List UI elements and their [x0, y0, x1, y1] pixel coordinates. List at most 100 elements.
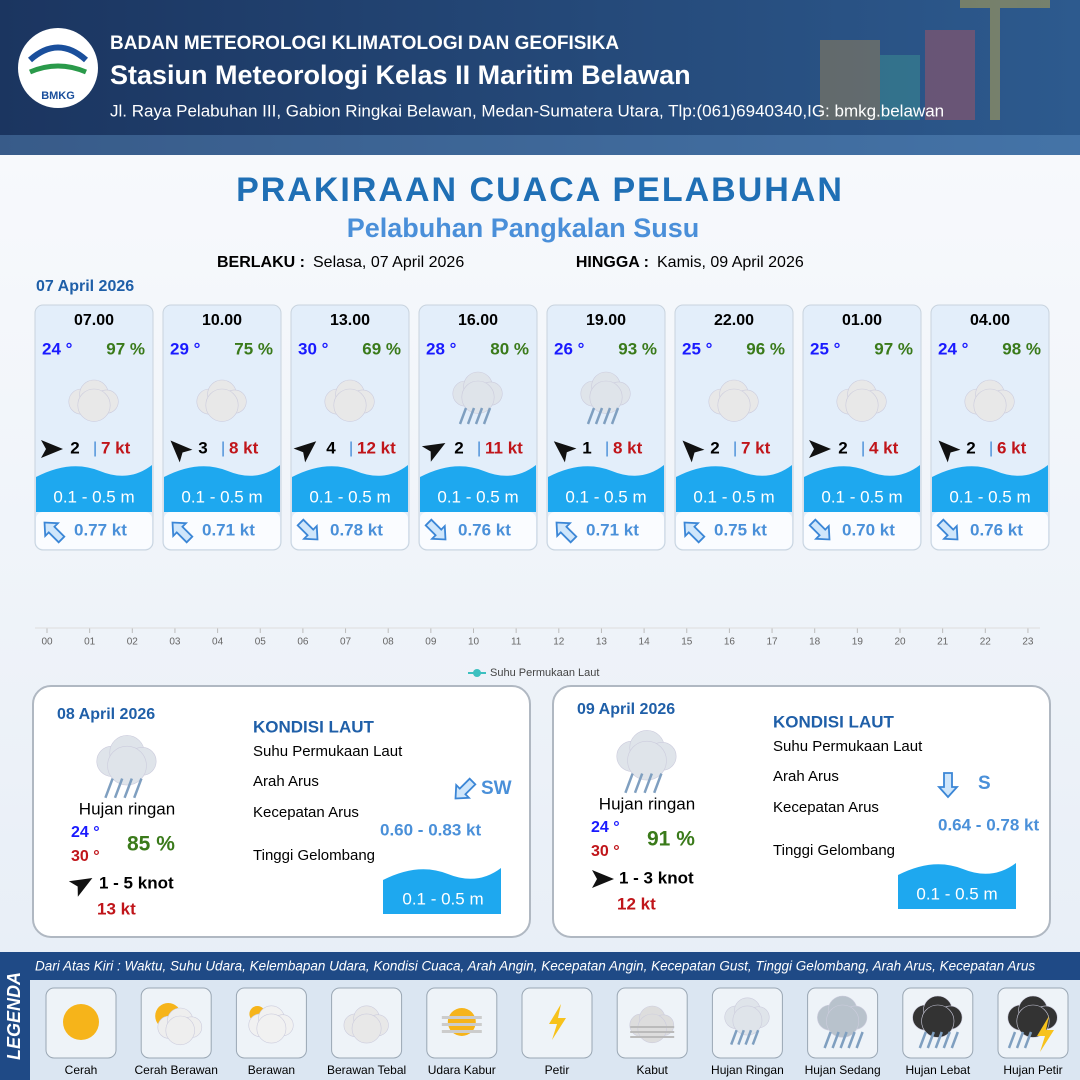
cloud	[589, 380, 623, 414]
legend-strip	[0, 952, 30, 1080]
rain	[643, 773, 653, 794]
cloud	[627, 740, 667, 781]
haze	[441, 1016, 482, 1019]
time: 01.00	[842, 312, 882, 329]
day-panel: 08 April 2026 Hujan ringan 24 ° 30 ° 85 % 1 -…	[32, 685, 531, 938]
rain	[113, 778, 124, 799]
humidity: 85 %	[127, 833, 175, 856]
wind-arrow	[809, 440, 831, 458]
current-arrow	[808, 518, 831, 541]
valid-from: Selasa, 07 April 2026	[313, 254, 464, 271]
rain	[104, 778, 114, 799]
wind-speed: 3	[198, 438, 207, 457]
wind-speed: 2	[70, 438, 79, 457]
hour-label: 04	[212, 637, 224, 648]
humidity: 97 %	[106, 339, 145, 358]
current-arrow	[43, 521, 66, 544]
separator: |	[349, 440, 353, 457]
temperature: 24 °	[938, 339, 969, 358]
rain	[610, 407, 620, 425]
hour-label: 20	[894, 637, 906, 648]
valid-to: Kamis, 09 April 2026	[657, 254, 804, 271]
rain	[458, 407, 468, 425]
hour-label: 07	[340, 637, 352, 648]
time: 10.00	[202, 312, 242, 329]
hour-label: 03	[169, 637, 181, 648]
wind-speed: 1	[582, 438, 591, 457]
rain	[1015, 1031, 1025, 1049]
separator: |	[733, 440, 737, 457]
wave-height: 0.1 - 0.5 m	[309, 487, 390, 506]
current-speed: 0.60 - 0.83 kt	[380, 820, 481, 839]
wave-height: 0.1 - 0.5 m	[181, 487, 262, 506]
temp-min: 24 °	[591, 819, 620, 836]
logo-mark	[28, 44, 88, 63]
rain	[744, 1029, 753, 1046]
current-speed: 0.76 kt	[970, 520, 1023, 539]
wave-band	[548, 465, 664, 512]
legend-marker	[473, 669, 481, 677]
current-speed: 0.77 kt	[74, 520, 127, 539]
hour-label: 13	[596, 637, 608, 648]
wave-height: 0.1 - 0.5 m	[437, 487, 518, 506]
time: 16.00	[458, 312, 498, 329]
rain	[950, 1031, 959, 1049]
title: PRAKIRAAN CUACA PELABUHAN	[236, 171, 844, 209]
wave-height: 0.1 - 0.5 m	[402, 889, 483, 908]
hour-label: 08	[383, 637, 395, 648]
wave-label: Tinggi Gelombang	[773, 842, 895, 859]
weather: Hujan ringan	[599, 794, 695, 813]
current-arrow	[296, 518, 319, 541]
legend-label: Suhu Permukaan Laut	[490, 667, 599, 679]
wave-band	[164, 465, 280, 512]
card-bottom	[804, 512, 920, 549]
separator: |	[477, 440, 481, 457]
speed-label: Kecepatan Arus	[773, 799, 879, 816]
legend-item: Hujan Ringan	[711, 1063, 784, 1077]
hour-label: 22	[980, 637, 992, 648]
temp-max: 30 °	[71, 848, 100, 865]
rain	[474, 407, 484, 425]
legend-item: Berawan	[248, 1063, 295, 1077]
logo-text: BMKG	[41, 90, 75, 102]
rain	[730, 1029, 738, 1046]
rain	[934, 1031, 943, 1049]
sun	[447, 1008, 476, 1036]
wave-height: 0.1 - 0.5 m	[916, 884, 997, 903]
rain	[1023, 1031, 1033, 1049]
hour-label: 06	[297, 637, 309, 648]
fog	[630, 1036, 675, 1038]
legend-item: Berawan Tebal	[327, 1063, 406, 1077]
wave-height: 0.1 - 0.5 m	[821, 487, 902, 506]
legend-item: Cerah Berawan	[135, 1063, 218, 1077]
sst-label: Suhu Permukaan Laut	[253, 743, 403, 760]
legend-caption-bar	[30, 952, 1080, 980]
gust: 4 kt	[869, 438, 899, 457]
rain	[839, 1031, 848, 1049]
wind-speed: 4	[326, 438, 336, 457]
rain	[633, 773, 644, 794]
sst-label: Suhu Permukaan Laut	[773, 738, 923, 755]
rain	[855, 1031, 864, 1049]
wave-height: 0.1 - 0.5 m	[693, 487, 774, 506]
rain	[918, 1031, 927, 1049]
current-arrow	[171, 521, 194, 544]
banner-scenery	[0, 0, 1080, 155]
hour-label: 19	[852, 637, 864, 648]
hour-label: 01	[84, 637, 96, 648]
separator: |	[605, 440, 609, 457]
hour-label: 02	[127, 637, 139, 648]
current-speed: 0.78 kt	[330, 520, 383, 539]
gust: 7 kt	[741, 438, 771, 457]
cloud	[845, 388, 879, 422]
rain	[624, 773, 634, 794]
wind-arrow	[170, 440, 193, 463]
wind-arrow	[682, 440, 705, 463]
wave-label: Tinggi Gelombang	[253, 847, 375, 864]
wave-band	[36, 465, 152, 512]
cloud	[717, 388, 751, 422]
gust: 8 kt	[613, 438, 643, 457]
card-bottom	[36, 512, 152, 549]
